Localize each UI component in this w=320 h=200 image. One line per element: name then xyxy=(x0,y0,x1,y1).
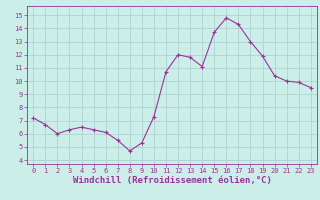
X-axis label: Windchill (Refroidissement éolien,°C): Windchill (Refroidissement éolien,°C) xyxy=(73,176,271,185)
